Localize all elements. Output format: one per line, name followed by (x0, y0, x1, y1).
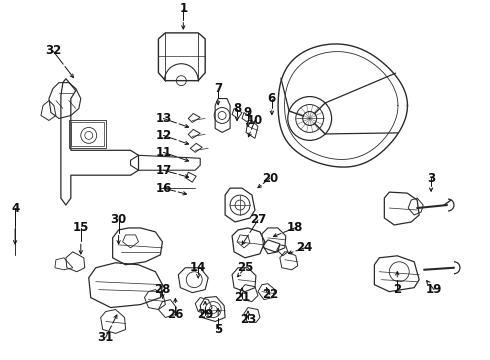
Text: 7: 7 (214, 82, 222, 95)
Text: 14: 14 (190, 261, 206, 274)
Text: 2: 2 (393, 283, 401, 296)
Text: 28: 28 (154, 283, 171, 296)
Text: 16: 16 (155, 182, 172, 195)
Text: 15: 15 (73, 221, 89, 234)
Text: 23: 23 (240, 313, 256, 326)
Text: 29: 29 (197, 308, 213, 321)
Text: 1: 1 (179, 3, 187, 15)
Text: 10: 10 (247, 114, 263, 127)
Text: 26: 26 (167, 308, 184, 321)
Text: 19: 19 (426, 283, 442, 296)
Text: 13: 13 (155, 112, 172, 125)
Text: 6: 6 (268, 92, 276, 105)
Text: 9: 9 (244, 106, 252, 119)
Text: 31: 31 (98, 331, 114, 344)
Text: 24: 24 (296, 241, 313, 255)
Text: 12: 12 (155, 129, 172, 142)
Text: 30: 30 (110, 213, 127, 226)
Text: 25: 25 (237, 261, 253, 274)
Text: 17: 17 (155, 164, 172, 177)
Text: 20: 20 (262, 172, 278, 185)
Text: 4: 4 (11, 202, 19, 215)
Text: 3: 3 (427, 172, 435, 185)
Text: 11: 11 (155, 146, 172, 159)
Text: 22: 22 (262, 288, 278, 301)
Text: 8: 8 (233, 102, 241, 115)
Text: 27: 27 (250, 213, 266, 226)
Text: 21: 21 (234, 291, 250, 304)
Text: 18: 18 (287, 221, 303, 234)
Text: 5: 5 (214, 323, 222, 336)
Text: 32: 32 (45, 44, 61, 57)
